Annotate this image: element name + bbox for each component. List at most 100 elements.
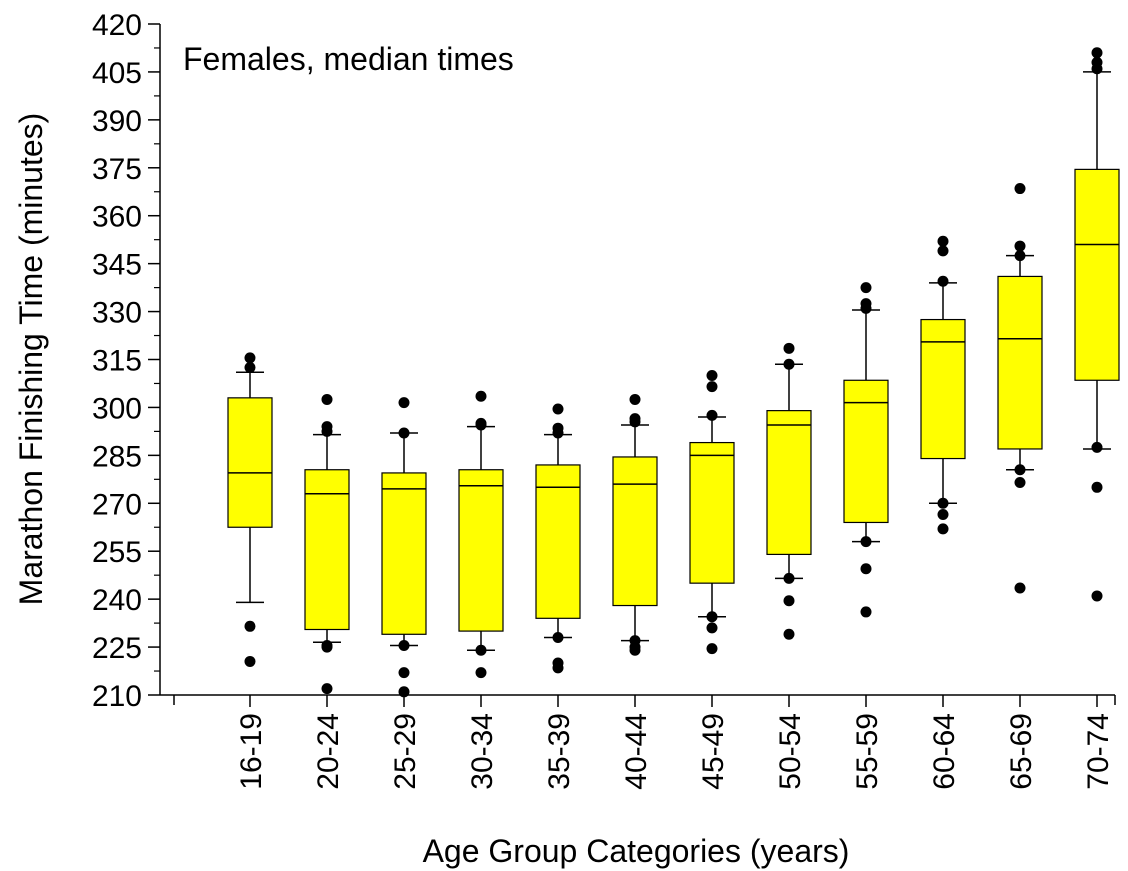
box-group [689,369,735,655]
x-tick-label: 25-29 [389,713,422,790]
outlier-point [860,298,872,310]
outlier-point [860,563,872,575]
x-tick-label: 35-39 [543,713,576,790]
outlier-point [398,397,410,409]
box-group [381,397,427,698]
chart-annotation: Females, median times [183,41,514,77]
outlier-point [475,644,487,656]
outlier-point [1014,240,1026,252]
outlier-point [244,361,256,373]
outlier-point [321,639,333,651]
x-tick-label: 50-54 [774,713,807,790]
box-group [304,393,350,695]
outlier-point [398,427,410,439]
outlier-point [1014,477,1026,489]
y-tick-label: 240 [92,584,142,617]
outlier-point [1014,250,1026,262]
y-tick-label: 330 [92,297,142,330]
outlier-point [706,409,718,421]
x-tick-label: 55-59 [851,713,884,790]
y-tick-label: 345 [92,249,142,282]
outlier-point [244,655,256,667]
y-tick-label: 375 [92,153,142,186]
y-tick-label: 360 [92,201,142,234]
x-axis-title: Age Group Categories (years) [423,833,850,869]
y-axis-title: Marathon Finishing Time (minutes) [13,113,49,606]
outlier-point [783,595,795,607]
outlier-point [783,572,795,584]
outlier-point [475,390,487,402]
y-tick-label: 225 [92,632,142,665]
outlier-point [629,413,641,425]
outlier-point [937,245,949,257]
outlier-point [552,403,564,415]
outlier-point [1014,464,1026,476]
outlier-point [552,657,564,669]
x-tick-label: 40-44 [620,713,653,790]
outlier-point [937,275,949,287]
box [843,379,889,524]
outlier-point [552,631,564,643]
x-tick-label: 30-34 [466,713,499,790]
outlier-point [475,667,487,679]
x-tick-label: 60-64 [928,713,961,790]
outlier-point [475,417,487,429]
outlier-point [1091,56,1103,68]
outlier-point [783,358,795,370]
outlier-point [706,369,718,381]
x-tick-label: 65-69 [1005,713,1038,790]
y-tick-label: 315 [92,345,142,378]
box [920,318,966,460]
outlier-point [244,352,256,364]
box [227,397,273,528]
x-tick-label: 20-24 [312,713,345,790]
outlier-point [1091,481,1103,493]
box [1074,168,1120,381]
box-group [612,393,658,656]
outlier-point [398,686,410,698]
outlier-point [398,639,410,651]
box-group [997,183,1043,594]
outlier-point [629,393,641,405]
box [766,410,812,556]
y-tick-label: 210 [92,680,142,713]
y-tick-label: 420 [92,9,142,42]
x-tick-label: 45-49 [697,713,730,790]
y-tick-label: 255 [92,536,142,569]
box [997,275,1043,450]
box-group [843,282,889,618]
outlier-point [783,342,795,354]
outlier-point [706,381,718,393]
box-group [458,390,504,679]
outlier-point [937,523,949,535]
outlier-point [937,497,949,509]
outlier-point [860,536,872,548]
outlier-point [706,622,718,634]
y-tick-label: 270 [92,488,142,521]
box-group [535,403,581,674]
outlier-point [321,421,333,433]
outlier-point [937,508,949,520]
box-group [766,342,812,640]
box-group [227,352,273,667]
y-tick-label: 405 [92,57,142,90]
outlier-point [706,643,718,655]
outlier-point [1091,47,1103,59]
box-group [920,235,966,535]
box [304,469,350,631]
y-tick-label: 300 [92,392,142,425]
outlier-point [552,422,564,434]
y-tick-label: 390 [92,105,142,138]
outlier-point [244,620,256,632]
x-tick-label: 70-74 [1082,713,1115,790]
outlier-point [1091,590,1103,602]
boxes-layer [227,47,1120,698]
outlier-point [860,282,872,294]
y-axis: 210 225 240 255 270 285 300 315 330 345 360 375 390 4… [92,9,161,713]
outlier-point [629,635,641,647]
outlier-point [1014,582,1026,594]
box [535,464,581,619]
outlier-point [1091,441,1103,453]
outlier-point [398,667,410,679]
box [612,456,658,607]
